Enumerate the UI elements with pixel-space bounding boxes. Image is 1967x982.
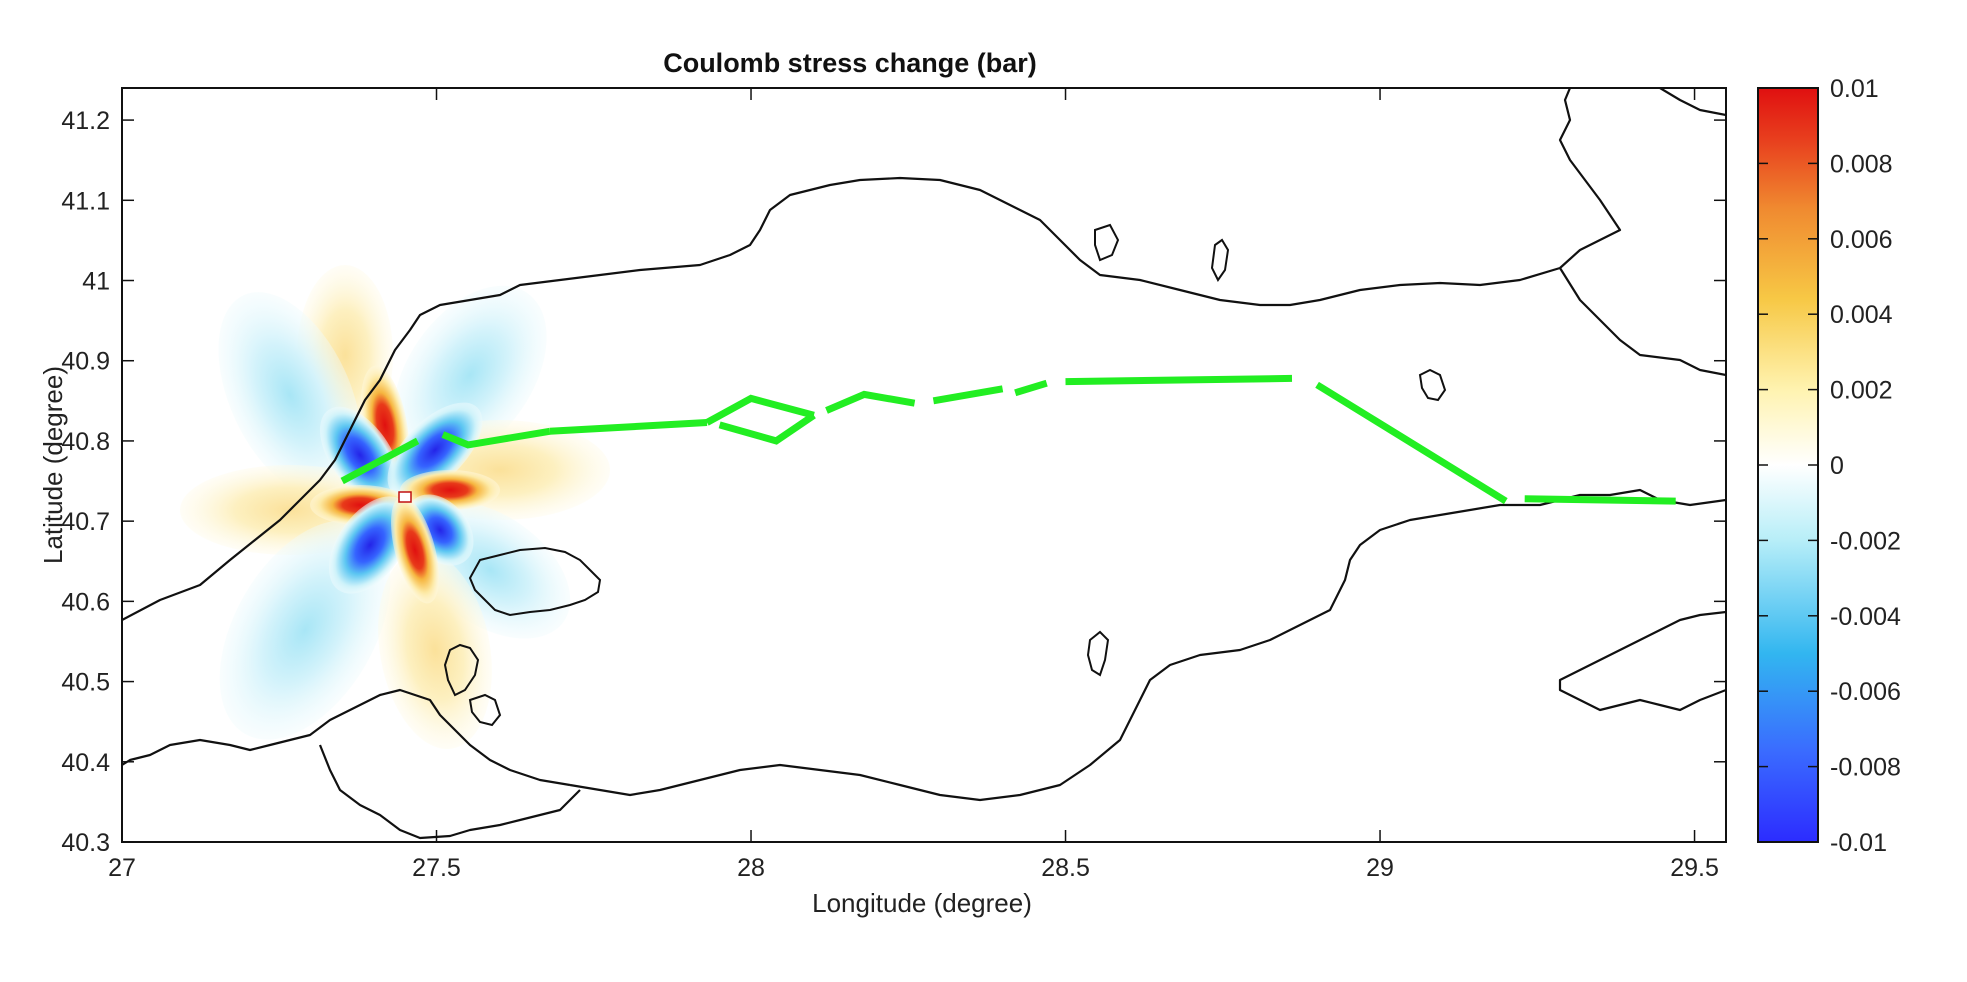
fault-segment [1014, 379, 1048, 397]
fault-segment [340, 437, 420, 485]
colorbar-tick-label: -0.002 [1830, 527, 1901, 555]
colorbar-tick-label: -0.008 [1830, 754, 1901, 782]
colorbar-tick-label: -0.01 [1830, 829, 1887, 857]
island-avsa [468, 693, 502, 727]
fault-segment [549, 419, 708, 435]
coastline-north [122, 88, 1622, 621]
stress-lobe-negative [320, 406, 400, 504]
island-pasalimani [443, 643, 480, 697]
fault-segment [705, 394, 815, 426]
x-tick-label: 29.5 [1670, 854, 1719, 882]
y-tick-label: 40.8 [61, 428, 110, 456]
y-tick-label: 40.3 [61, 829, 110, 857]
chart-title: Coulomb stress change (bar) [663, 48, 1037, 78]
x-tick-label: 29 [1366, 854, 1394, 882]
y-axis-label: Latitude (degree) [38, 366, 68, 564]
island-small-north [1210, 238, 1230, 282]
colorbar-ticks: 0.01 0.008 0.006 0.004 0.002 0 -0.002 -0.004 -0.… [1758, 75, 1901, 857]
stress-lobe-negative [387, 402, 483, 498]
colorbar: 0.01 0.008 0.006 0.004 0.002 0 -0.002 -0.004 -0.… [1757, 75, 1901, 857]
colorbar-tick-label: 0.008 [1830, 150, 1893, 178]
fault-segment [718, 412, 816, 445]
x-axis-label: Longitude (degree) [812, 888, 1032, 918]
fault-segment [1315, 381, 1508, 505]
colorbar-tick-label: 0.002 [1830, 377, 1893, 405]
y-tick-label: 40.6 [61, 588, 110, 616]
stress-lobe-positive [391, 496, 439, 604]
x-tick-label: 27.5 [412, 854, 461, 882]
colorbar-tick-label: -0.004 [1830, 603, 1901, 631]
colorbar-tick-label: 0 [1830, 452, 1844, 480]
stress-lobe-positive-faint [378, 551, 492, 749]
coastlines [122, 88, 1726, 840]
y-tick-label: 41.1 [61, 187, 110, 215]
plot-frame [121, 87, 1727, 843]
x-tick-label: 28.5 [1041, 854, 1090, 882]
fault-traces [340, 374, 1676, 505]
x-tick-label: 28 [737, 854, 765, 882]
stress-lobe-negative [328, 496, 412, 594]
fault-segment [1524, 495, 1676, 505]
coastline-east-bay [1659, 88, 1726, 117]
coastline-south-main [569, 488, 1726, 802]
y-tick-label: 40.7 [61, 508, 110, 536]
colorbar-tick-label: 0.006 [1830, 226, 1893, 254]
source-marker [398, 491, 412, 503]
island-small-cluster [1418, 368, 1447, 402]
colorbar-tick-label: 0.01 [1830, 75, 1879, 103]
fault-segment [441, 427, 551, 449]
colorbar-tick-label: -0.006 [1830, 678, 1901, 706]
y-tick-label: 40.9 [61, 348, 110, 376]
y-tick-label: 40.5 [61, 669, 110, 697]
fault-segment [932, 385, 1004, 405]
y-axis: 40.3 40.4 40.5 40.6 40.7 40.8 40.9 41 41.1 41.2 [61, 107, 1726, 857]
y-tick-label: 41.2 [61, 107, 110, 135]
island-marmara [468, 546, 602, 617]
island-prince [1086, 630, 1110, 677]
stress-field [180, 265, 610, 749]
coastline-east-south [1558, 610, 1726, 712]
y-tick-label: 41 [82, 268, 110, 296]
coastline-south-peninsula [318, 744, 581, 840]
x-axis: 27 27.5 28 28.5 29 29.5 [108, 88, 1719, 882]
inlet-north [1094, 223, 1120, 262]
fault-segment [825, 390, 916, 414]
coastline-izmit-north [1559, 267, 1726, 377]
x-tick-label: 27 [108, 854, 136, 882]
y-tick-label: 40.4 [61, 749, 110, 777]
coastline-south-west [122, 688, 571, 787]
fault-segment [1065, 374, 1293, 386]
colorbar-tick-label: 0.004 [1830, 301, 1893, 329]
